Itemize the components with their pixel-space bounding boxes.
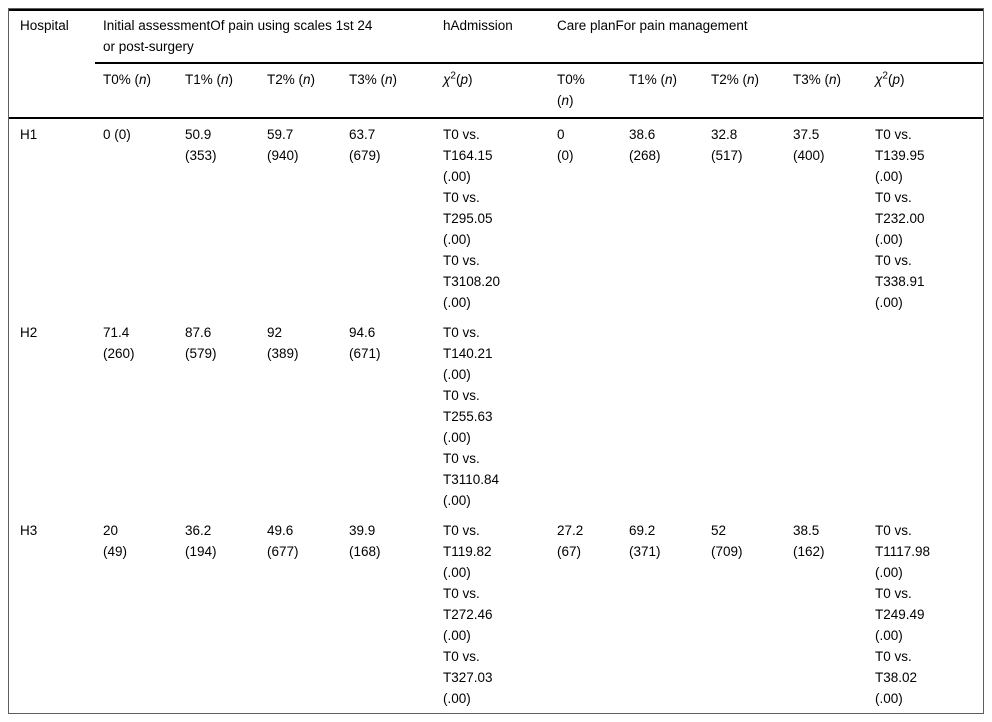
data-cell: 38.6 (268) [629, 127, 661, 163]
subheader-t0-careplan: T0% (n) [549, 63, 622, 119]
data-cell-chi [867, 317, 983, 515]
data-cell: 37.5 (400) [793, 127, 825, 163]
header-hospital: Hospital [9, 10, 95, 119]
data-cell-chi: T0 vs. T119.82 (.00) T0 vs. T272.46 (.00… [443, 523, 493, 706]
data-cell-chi: T0 vs. T139.95 (.00) T0 vs. T232.00 (.00… [875, 127, 925, 310]
table-frame: Hospital Initial assessmentOf pain using… [8, 8, 984, 714]
subheader-t3-careplan: T3% (n) [785, 63, 868, 119]
data-cell: 39.9 (168) [349, 523, 381, 559]
data-cell-chi: T0 vs. T164.15 (.00) T0 vs. T295.05 (.00… [443, 127, 501, 310]
data-cell-chi: T0 vs. T140.21 (.00) T0 vs. T255.63 (.00… [443, 325, 500, 508]
table-row-h1: H1 0 (0) 50.9 (353) 59.7 (940) 63.7 (679… [9, 118, 983, 317]
subheader-chi-careplan: χ2(p) [867, 63, 983, 119]
group-header-row: Hospital Initial assessmentOf pain using… [9, 10, 983, 119]
data-cell: 0 (0) [103, 127, 131, 142]
data-cell: 71.4 (260) [103, 325, 135, 361]
data-cell: 20 (49) [103, 523, 128, 559]
data-cell-chi: T0 vs. T1117.98 (.00) T0 vs. T249.49 (.0… [875, 523, 931, 706]
data-cell: 0 (0) [557, 127, 574, 163]
subheader-t0-initial: T0% (n) [95, 63, 177, 119]
row-label: H2 [20, 325, 38, 340]
data-cell: 92 (389) [267, 325, 299, 361]
pain-assessment-table: Hospital Initial assessmentOf pain using… [9, 9, 983, 713]
subheader-t2-initial: T2% (n) [259, 63, 341, 119]
subheader-chi-initial: χ2(p) [435, 63, 550, 119]
data-cell: 52 (709) [711, 523, 743, 559]
data-cell: 63.7 (679) [349, 127, 381, 163]
data-cell [549, 317, 621, 515]
data-cell: 32.8 (517) [711, 127, 743, 163]
data-cell: 38.5 (162) [793, 523, 825, 559]
data-cell: 94.6 (671) [349, 325, 381, 361]
data-cell [703, 317, 785, 515]
group-header-admission: hAdmission [435, 10, 550, 64]
subheader-t3-initial: T3% (n) [341, 63, 436, 119]
row-label: H3 [20, 523, 38, 538]
data-cell: 59.7 (940) [267, 127, 299, 163]
data-cell [785, 317, 867, 515]
group-header-care-plan: Care planFor pain management [549, 10, 983, 64]
data-cell: 69.2 (371) [629, 523, 661, 559]
data-cell: 87.6 (579) [185, 325, 217, 361]
subheader-t1-initial: T1% (n) [177, 63, 259, 119]
data-cell: 36.2 (194) [185, 523, 217, 559]
group-header-initial-assessment: Initial assessmentOf pain using scales 1… [95, 10, 436, 64]
table-row-h2: H2 71.4 (260) 87.6 (579) 92 (389) 94.6 (… [9, 317, 983, 515]
subheader-t2-careplan: T2% (n) [703, 63, 786, 119]
data-cell [621, 317, 703, 515]
table-row-h3: H3 20 (49) 36.2 (194) 49.6 (677) 39.9 (1… [9, 515, 983, 713]
data-cell: 50.9 (353) [185, 127, 217, 163]
data-cell: 49.6 (677) [267, 523, 299, 559]
data-cell: 27.2 (67) [557, 523, 584, 559]
row-label: H1 [20, 127, 38, 142]
subheader-row: T0% (n) T1% (n) T2% (n) T3% (n) χ2(p) T0… [9, 63, 983, 119]
subheader-t1-careplan: T1% (n) [621, 63, 704, 119]
